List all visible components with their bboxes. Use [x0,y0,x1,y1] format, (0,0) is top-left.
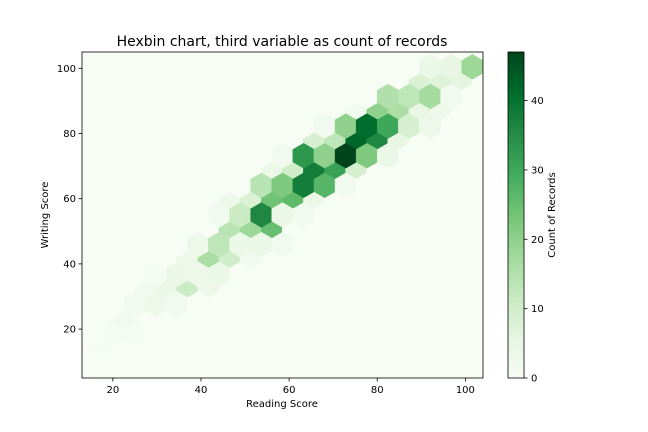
x-axis-ticks: 20 40 60 80 100 [106,378,475,396]
hex-cell [461,320,483,347]
y-tick-label: 80 [63,129,76,140]
y-tick-label: 20 [63,325,76,336]
colorbar-tick-label: 0 [531,374,537,385]
hex-cell [461,231,483,258]
colorbar [507,51,525,379]
hex-cell [461,113,483,139]
y-tick-label: 60 [63,194,76,205]
hex-cell [461,54,483,80]
hex-cell [461,291,483,317]
colorbar-tick-label: 30 [531,165,544,176]
y-tick-label: 100 [57,64,76,75]
x-tick-label: 100 [456,385,475,396]
hex-cell [461,172,483,199]
plot-frame [81,51,484,379]
chart-title: Hexbin chart, third variable as count of… [117,34,448,50]
colorbar-ticks: 0 10 20 30 40 [524,96,544,385]
y-axis-ticks: 20 40 60 80 100 [57,64,82,336]
colorbar-tick-label: 10 [531,304,544,315]
hex-cell [461,202,483,228]
hexbin-cells [82,52,483,378]
x-tick-label: 20 [106,385,119,396]
y-tick-label: 40 [63,259,76,270]
hex-cell [461,143,483,169]
hex-cell [461,83,483,110]
colorbar-label: Count of Records [547,172,558,257]
x-tick-label: 80 [371,385,384,396]
x-tick-label: 60 [283,385,296,396]
hex-cell [461,350,483,376]
x-tick-label: 40 [195,385,208,396]
hex-cell [461,261,483,287]
y-axis-label: Writing Score [40,182,51,249]
colorbar-tick-label: 20 [531,235,544,246]
colorbar-tick-label: 40 [531,96,544,107]
x-axis-label: Reading Score [246,399,318,410]
